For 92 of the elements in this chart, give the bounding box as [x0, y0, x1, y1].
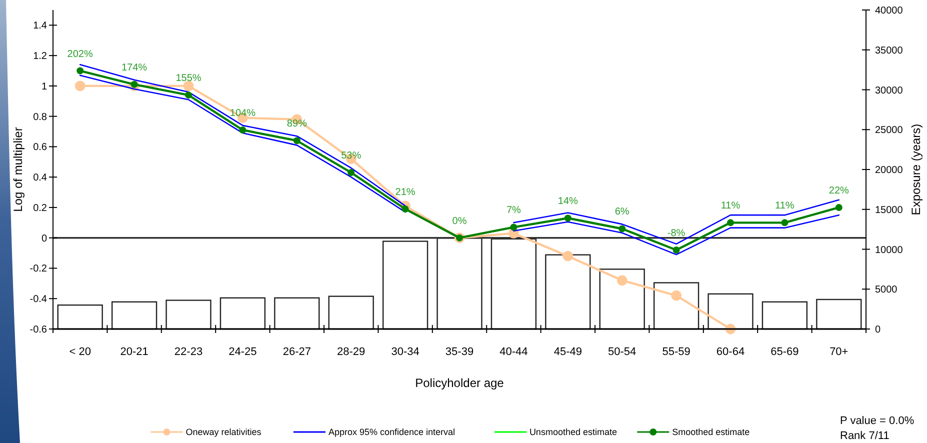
y-tick-label: 0.8: [33, 112, 48, 123]
annotation: 174%: [122, 62, 148, 74]
x-tick-label: 30-34: [391, 346, 420, 358]
point: [781, 219, 788, 226]
y2-tick-label: 0: [875, 324, 881, 336]
y2-tick-label: 5000: [875, 284, 898, 296]
point: [239, 126, 246, 134]
y2-tick-label: 10000: [875, 244, 904, 256]
bar: [220, 297, 266, 330]
y-tick-label: 0: [41, 233, 48, 244]
annotation: 22%: [828, 185, 850, 196]
y2-tick-label: 15000: [875, 204, 904, 216]
y2-tick-label: 25000: [875, 125, 904, 136]
text: Rank 7/11: [840, 430, 890, 442]
x-axis-title: Policyholder age: [415, 376, 504, 390]
point: [510, 224, 518, 231]
annotation: 14%: [558, 196, 578, 208]
x-tick-label: 22-23: [174, 346, 203, 358]
y2-tick-label: 30000: [875, 85, 904, 96]
y2-tick-label: 20000: [875, 165, 904, 176]
y2-tick-label: 40000: [875, 6, 904, 16]
annotation: 104%: [230, 108, 256, 120]
bar: [708, 293, 754, 330]
x-tick-label: 20-21: [120, 346, 148, 358]
point: [76, 67, 84, 74]
annotation: 6%: [614, 206, 630, 218]
point: [672, 246, 680, 254]
x-tick-label: 70+: [830, 346, 848, 358]
bar: [436, 237, 482, 330]
point: [348, 169, 355, 176]
point: [835, 204, 842, 211]
bar: [599, 268, 645, 330]
point: [74, 80, 86, 92]
legend-label: Oneway relativities: [186, 427, 262, 437]
y-tick-label: 1.2: [33, 51, 48, 62]
annotation: 11%: [775, 200, 794, 212]
annotation: 155%: [176, 73, 202, 84]
bar: [653, 282, 700, 330]
bar: [166, 300, 212, 330]
legend-label: Smoothed estimate: [672, 427, 750, 437]
x-tick-label: 65-69: [770, 346, 799, 358]
bar: [111, 301, 158, 330]
y-tick-label: -0.2: [30, 264, 48, 275]
x-tick-label: 26-27: [282, 346, 311, 358]
x-tick-label: < 20: [69, 346, 91, 358]
y-tick-label: 1: [41, 81, 48, 92]
y-axis-title: Log of multiplier: [11, 127, 25, 212]
point: [562, 250, 574, 262]
x-tick-label: 60-64: [716, 346, 745, 358]
x-tick-label: 28-29: [337, 346, 366, 358]
legend-label: Approx 95% confidence interval: [328, 427, 456, 437]
y-tick-label: 0.4: [33, 172, 48, 184]
point: [293, 137, 300, 144]
x-tick-label: 55-59: [662, 346, 690, 358]
point: [671, 290, 682, 301]
legend-label: Unsmoothed estimate: [529, 427, 617, 437]
point: [183, 80, 194, 92]
annotation: 53%: [341, 150, 362, 162]
annotation: -8%: [667, 228, 686, 240]
bar: [490, 238, 537, 330]
x-tick-label: 40-44: [500, 346, 528, 358]
bar: [762, 301, 808, 330]
annotation: 7%: [506, 205, 522, 216]
y2-tick-label: 35000: [875, 45, 904, 56]
y-tick-label: 0.6: [33, 142, 48, 154]
y-tick-label: -0.6: [30, 324, 48, 336]
x-tick-label: 24-25: [228, 346, 257, 358]
point: [727, 219, 734, 226]
annotation: 0%: [452, 216, 467, 227]
x-tick-label: 50-54: [608, 346, 636, 358]
bar: [382, 240, 428, 330]
point: [402, 205, 409, 212]
annotation: 11%: [720, 200, 740, 212]
annotation: 21%: [395, 186, 416, 198]
x-tick-label: 45-49: [554, 346, 582, 358]
point: [564, 214, 572, 222]
x-tick-label: 35-39: [445, 346, 474, 358]
bar: [545, 254, 591, 330]
bar: [816, 298, 862, 330]
point: [618, 225, 626, 232]
y2-axis-title: Exposure (years): [909, 124, 923, 216]
bar: [57, 304, 103, 330]
point: [185, 92, 192, 99]
bar: [274, 297, 320, 330]
text: P value = 0.0%: [840, 415, 914, 427]
y-tick-label: 0.2: [33, 202, 48, 214]
y-tick-label: 1.4: [33, 20, 48, 32]
annotation: 202%: [67, 48, 93, 60]
annotation: 89%: [286, 118, 308, 130]
point: [616, 275, 628, 286]
bar: [328, 296, 374, 330]
y-tick-label: -0.4: [30, 294, 48, 306]
